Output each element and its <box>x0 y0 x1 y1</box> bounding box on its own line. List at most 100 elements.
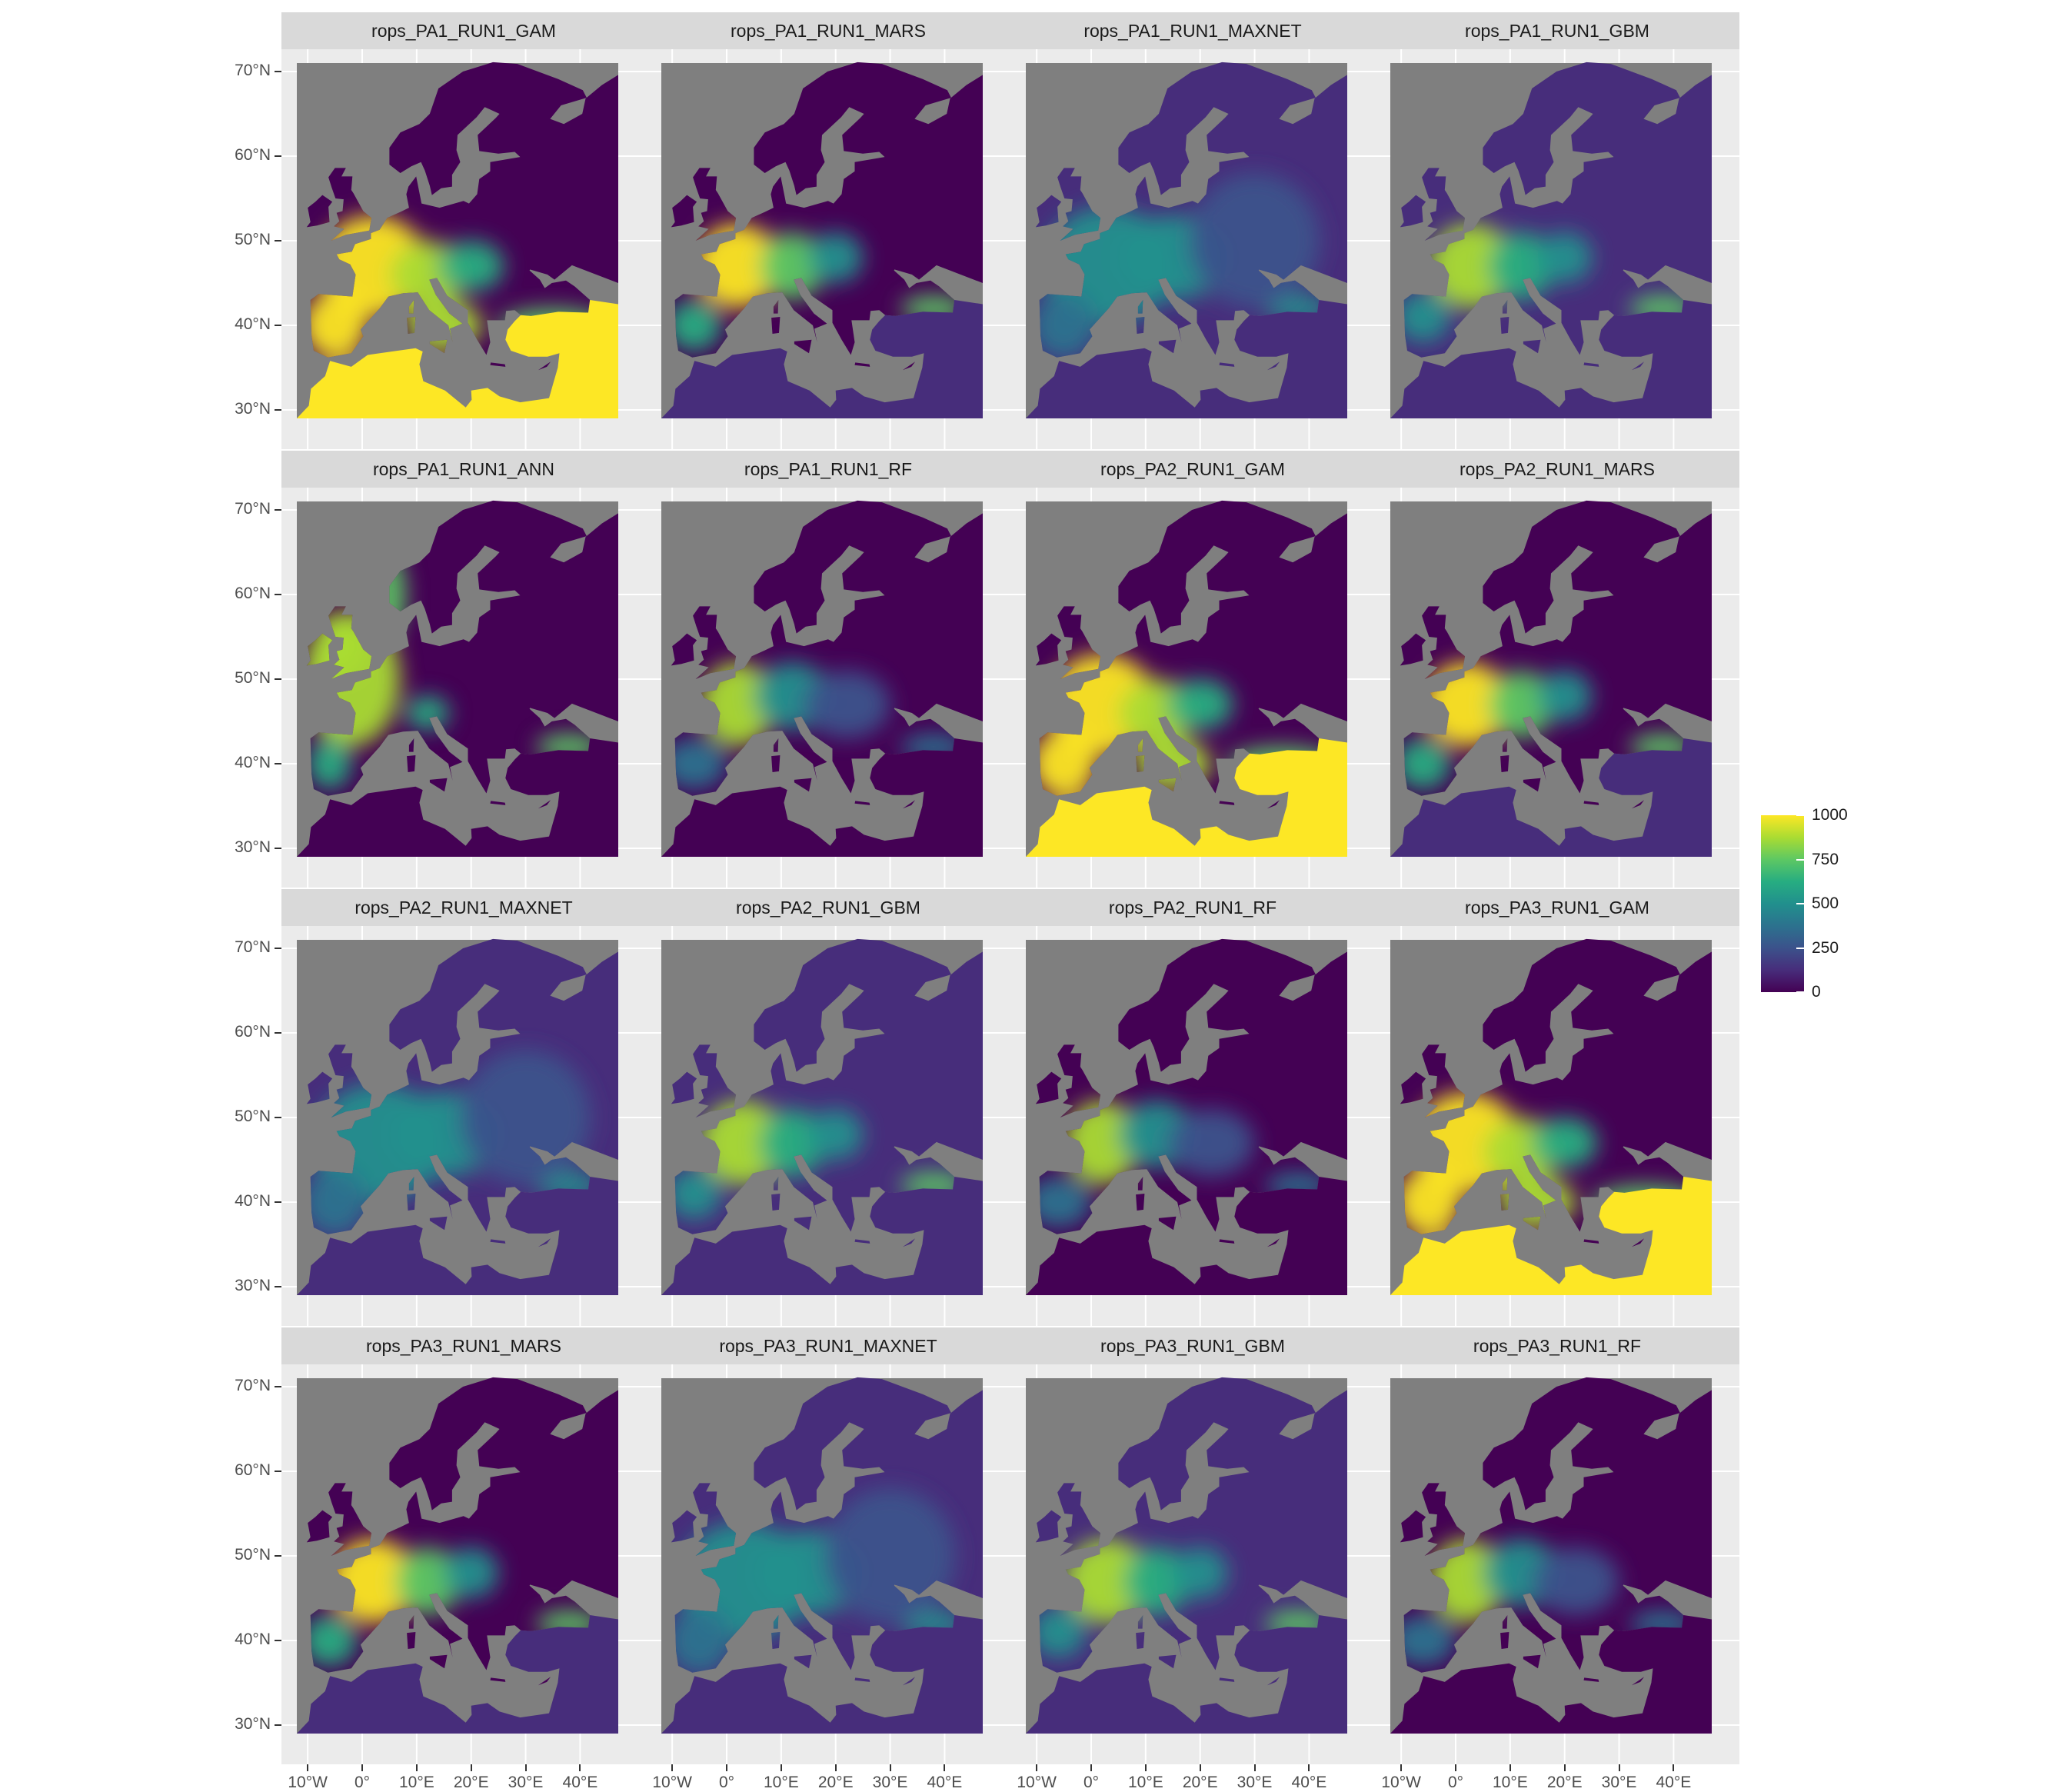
facet-title: rops_PA3_RUN1_GBM <box>1100 1335 1285 1356</box>
plot-area <box>1375 1364 1739 1764</box>
y-tick-mark <box>275 594 281 595</box>
suitability-patch <box>1400 291 1450 342</box>
colorbar-label: 250 <box>1812 938 1839 957</box>
colorbar-tick <box>1796 991 1804 993</box>
facet-strip: rops_PA3_RUN1_RF <box>1375 1327 1739 1364</box>
suitability-map <box>646 488 1010 888</box>
suitability-patch <box>699 1101 787 1185</box>
africa-region <box>297 1615 618 1734</box>
y-tick-label: 40°N <box>235 754 271 771</box>
x-tick-label: 10°W <box>652 1774 692 1791</box>
facet-title: rops_PA3_RUN1_MARS <box>366 1335 561 1356</box>
suitability-map <box>1375 1364 1739 1764</box>
x-tick-label: 10°W <box>1381 1774 1421 1791</box>
facet-panel: rops_PA3_RUN1_GBM 10°W 0° 10°E 20°E 30°E 40°E <box>1010 1327 1375 1791</box>
facet-panel: rops_PA1_RUN1_MARS <box>646 12 1010 449</box>
y-tick-mark <box>275 1555 281 1557</box>
y-tick-mark <box>275 409 281 411</box>
y-tick-label: 70°N <box>235 1377 271 1394</box>
suitability-patch <box>759 1109 825 1177</box>
suitability-patch <box>1400 1168 1462 1236</box>
x-tick-label: 30°E <box>872 1774 908 1791</box>
plot-area <box>1010 49 1375 449</box>
suitability-map <box>1010 49 1375 449</box>
facet-panel: rops_PA1_RUN1_GAM 70°N 60°N 50°N 40°N 30°N <box>235 12 646 449</box>
facet-strip: rops_PA2_RUN1_GAM <box>1010 451 1375 488</box>
suitability-patch <box>1532 1547 1619 1615</box>
x-tick-label: 40°E <box>1656 1774 1692 1791</box>
suitability-patch <box>1428 224 1516 308</box>
x-tick-mark <box>470 1764 472 1771</box>
facet-strip: rops_PA3_RUN1_GBM <box>1010 1327 1375 1364</box>
plot-area <box>1375 49 1739 449</box>
x-tick-label: 0° <box>718 1774 735 1791</box>
x-tick-label: 20°E <box>1182 1774 1218 1791</box>
x-tick-mark <box>579 1764 581 1771</box>
suitability-patch <box>1488 671 1554 738</box>
suitability-patch <box>1400 738 1450 789</box>
suitability-patch <box>306 1615 357 1666</box>
suitability-field <box>1035 1539 1331 1657</box>
plot-area <box>281 1364 646 1764</box>
x-tick-mark <box>1308 1764 1310 1771</box>
africa-region <box>1390 1177 1712 1295</box>
y-tick-label: 50°N <box>235 669 271 687</box>
y-tick-label: 50°N <box>235 231 271 248</box>
suitability-patch <box>306 1168 368 1236</box>
suitability-patch <box>1488 232 1554 300</box>
suitability-patch <box>824 1488 956 1624</box>
suitability-map <box>1375 488 1739 888</box>
facet-title: rops_PA1_RUN1_ANN <box>372 458 555 479</box>
x-tick-mark <box>524 1764 527 1771</box>
suitability-map <box>1375 926 1739 1326</box>
suitability-patch <box>405 696 450 730</box>
suitability-patch <box>803 671 890 738</box>
africa-region <box>661 300 983 418</box>
suitability-patch <box>1123 1547 1190 1615</box>
suitability-map <box>1375 49 1739 449</box>
x-tick-label: 10°E <box>1127 1774 1163 1791</box>
x-tick-mark <box>834 1764 837 1771</box>
y-tick-mark <box>275 678 281 680</box>
suitability-patch <box>1035 291 1097 359</box>
x-tick-mark <box>415 1764 418 1771</box>
facet-panel: rops_PA3_RUN1_MARS 70°N 60°N 50°N 40°N 30°N 10… <box>235 1327 646 1791</box>
suitability-patch <box>1035 730 1097 798</box>
y-tick-label: 70°N <box>235 500 271 518</box>
x-tick-mark <box>1673 1764 1675 1771</box>
y-tick-mark <box>275 325 281 326</box>
facet-title: rops_PA1_RUN1_MAXNET <box>1083 20 1302 41</box>
x-tick-mark <box>1618 1764 1620 1771</box>
suitability-map <box>281 49 646 449</box>
facet-panel: rops_PA2_RUN1_GBM <box>646 889 1010 1326</box>
x-tick-mark <box>1400 1764 1403 1771</box>
x-tick-label: 0° <box>1447 1774 1464 1791</box>
x-tick-mark <box>1509 1764 1511 1771</box>
suitability-patch <box>1537 671 1593 721</box>
plot-area <box>1010 926 1375 1326</box>
facet-strip: rops_PA1_RUN1_GAM <box>281 12 646 49</box>
y-tick-mark <box>275 1201 281 1203</box>
suitability-map <box>646 49 1010 449</box>
x-tick-label: 10°W <box>288 1774 328 1791</box>
y-tick-label: 50°N <box>235 1546 271 1564</box>
africa-region <box>661 1615 983 1734</box>
y-tick-mark <box>275 1286 281 1287</box>
suitability-patch <box>808 232 864 283</box>
suitability-patch <box>394 1547 461 1615</box>
facet-strip: rops_PA2_RUN1_MAXNET <box>281 889 646 926</box>
facet-strip: rops_PA1_RUN1_ANN <box>281 451 646 488</box>
x-tick-mark <box>889 1764 891 1771</box>
x-tick-mark <box>726 1764 728 1771</box>
suitability-map <box>281 926 646 1326</box>
y-tick-mark <box>275 1640 281 1641</box>
plot-area <box>646 49 1010 449</box>
facet-strip: rops_PA1_RUN1_GBM <box>1375 12 1739 49</box>
x-tick-mark <box>1253 1764 1256 1771</box>
x-tick-mark <box>1036 1764 1038 1771</box>
colorbar-legend: 1000 750 500 250 0 <box>1761 806 1869 1008</box>
facet-panel: rops_PA2_RUN1_GAM <box>1010 451 1375 888</box>
suitability-map <box>1010 926 1375 1326</box>
facet-title: rops_PA2_RUN1_GBM <box>736 897 920 918</box>
x-tick-label: 30°E <box>508 1774 544 1791</box>
